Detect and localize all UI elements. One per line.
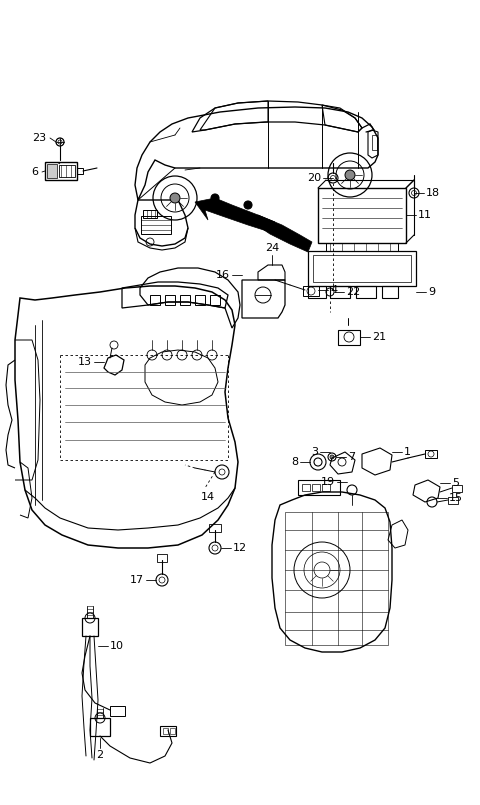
Text: 11: 11 (418, 210, 432, 220)
Text: 23: 23 (32, 133, 46, 143)
Text: 12: 12 (233, 543, 247, 553)
Bar (163, 728, 168, 734)
Circle shape (244, 201, 252, 209)
Bar (110, 706, 125, 716)
Bar (59, 165, 75, 177)
Text: 1: 1 (404, 447, 411, 457)
Text: 19: 19 (321, 477, 335, 487)
Bar (448, 497, 458, 504)
Text: 15: 15 (449, 493, 463, 503)
Text: 17: 17 (130, 575, 144, 585)
Circle shape (330, 455, 334, 459)
Text: 6: 6 (31, 167, 38, 177)
Bar (298, 480, 340, 495)
Bar (356, 286, 376, 298)
Text: 16: 16 (216, 270, 230, 280)
Bar (170, 728, 175, 734)
Bar (302, 484, 310, 491)
Text: 22: 22 (346, 287, 360, 297)
Text: 9: 9 (428, 287, 435, 297)
Circle shape (211, 194, 219, 202)
Bar (160, 726, 176, 736)
Polygon shape (255, 215, 312, 252)
Bar (312, 484, 320, 491)
Text: 8: 8 (291, 457, 298, 467)
Text: 21: 21 (372, 332, 386, 342)
Bar (308, 286, 326, 298)
Bar (45, 162, 77, 180)
Polygon shape (195, 198, 275, 232)
Bar (322, 484, 330, 491)
Bar (308, 251, 416, 286)
Bar (303, 286, 319, 296)
Circle shape (345, 170, 355, 180)
Bar (143, 210, 157, 218)
Bar (47, 164, 57, 178)
Text: 13: 13 (78, 357, 92, 367)
Bar (425, 450, 437, 458)
Bar (209, 524, 221, 532)
Text: 7: 7 (348, 452, 355, 462)
Text: 10: 10 (110, 641, 124, 651)
Circle shape (170, 193, 180, 203)
Bar (452, 485, 462, 492)
Bar (77, 168, 83, 174)
Bar (382, 286, 398, 298)
Bar (157, 554, 167, 562)
Text: 5: 5 (452, 478, 459, 488)
Bar (141, 216, 171, 234)
Text: 3: 3 (311, 447, 318, 457)
Text: 14: 14 (201, 492, 215, 502)
Bar (338, 330, 360, 345)
Bar (372, 135, 377, 150)
Text: 2: 2 (96, 750, 104, 760)
Text: 4: 4 (330, 285, 337, 295)
Bar (330, 286, 350, 298)
Bar (313, 255, 411, 282)
Text: 24: 24 (265, 243, 279, 253)
Text: 18: 18 (426, 188, 440, 198)
Text: 20: 20 (307, 173, 321, 183)
